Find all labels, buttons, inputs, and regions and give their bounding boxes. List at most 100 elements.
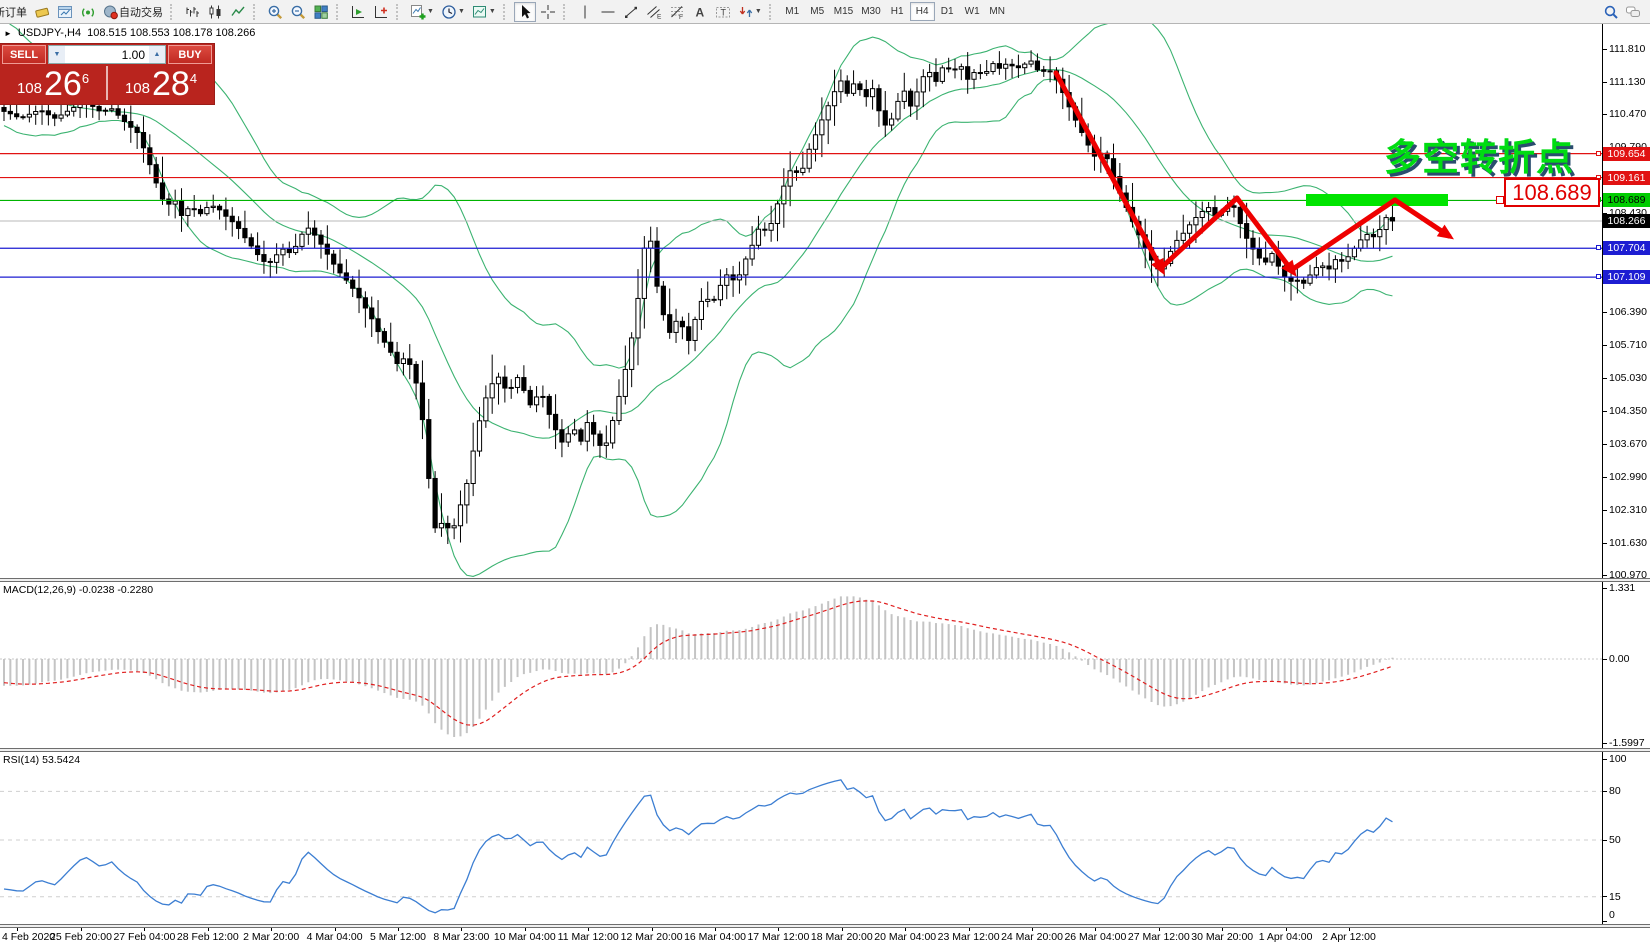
macd-histogram-bar xyxy=(1391,657,1394,659)
candle-body xyxy=(115,108,121,116)
timeframe-button-H4[interactable]: H4 xyxy=(909,2,935,21)
autotrading-icon xyxy=(104,5,118,19)
toolbar-separator xyxy=(253,3,260,20)
candle-body xyxy=(1307,274,1313,284)
macd-histogram-bar xyxy=(1042,642,1045,659)
candle-body xyxy=(743,258,749,276)
macd-histogram-bar xyxy=(884,610,887,659)
sell-price-prefix: 108 xyxy=(16,80,42,97)
supply-zone-rect[interactable] xyxy=(1306,194,1448,206)
candle-body xyxy=(1186,224,1193,234)
timeframe-button-H1[interactable]: H1 xyxy=(885,2,910,21)
trend-arrow-line[interactable] xyxy=(1234,195,1296,275)
vertical-line-button[interactable] xyxy=(574,2,596,22)
macd-histogram-bar xyxy=(434,659,437,724)
horizontal-line-button[interactable] xyxy=(597,2,619,22)
candle-body xyxy=(1180,232,1186,241)
timeframe-button-M5[interactable]: M5 xyxy=(805,2,830,21)
fibonacci-button[interactable]: F xyxy=(666,2,688,22)
price-tick-label: 106.390 xyxy=(1609,305,1647,318)
trend-arrow-line[interactable] xyxy=(1053,70,1165,273)
templates-button[interactable]: ▼ xyxy=(469,2,499,22)
macd-signal-line xyxy=(3,600,1393,726)
candle-body xyxy=(274,254,280,263)
trendline-button[interactable] xyxy=(620,2,642,22)
auto-scroll-button[interactable] xyxy=(347,2,369,22)
candlestick-button[interactable] xyxy=(204,2,226,22)
macd-histogram-bar xyxy=(1106,659,1109,676)
candle-body xyxy=(26,113,32,118)
zoom-out-button[interactable] xyxy=(287,2,309,22)
candle-body xyxy=(318,234,324,245)
macd-histogram-bar xyxy=(72,659,75,677)
zoom-in-button[interactable] xyxy=(264,2,286,22)
autotrading-button[interactable]: 自动交易 xyxy=(100,2,166,22)
candle-body xyxy=(1199,210,1205,219)
text-button[interactable]: A xyxy=(689,2,711,22)
candle-body xyxy=(242,227,248,239)
cursor-button[interactable] xyxy=(513,1,536,22)
buy-price-prefix: 108 xyxy=(124,80,150,97)
bar-chart-button[interactable] xyxy=(181,2,203,22)
timeframe-button-W1[interactable]: W1 xyxy=(960,2,985,21)
candle-body xyxy=(128,121,134,128)
macd-histogram-bar xyxy=(1023,638,1026,659)
charts-window-button[interactable] xyxy=(54,2,76,22)
line-chart-button[interactable] xyxy=(227,2,249,22)
comments-button[interactable] xyxy=(1622,2,1644,22)
macd-histogram-bar xyxy=(725,630,728,659)
add-indicator-button[interactable]: ▼ xyxy=(407,2,437,22)
charts-window-icon xyxy=(58,5,72,18)
panel-divider[interactable] xyxy=(0,578,1650,582)
volume-increase-button[interactable]: ▲ xyxy=(149,46,165,63)
candle-body xyxy=(52,114,58,119)
macd-histogram-bar xyxy=(484,659,487,710)
macd-histogram-bar xyxy=(148,659,151,676)
macd-chart[interactable] xyxy=(0,582,1602,748)
macd-histogram-bar xyxy=(224,659,227,690)
volume-input[interactable] xyxy=(65,46,149,63)
trend-arrow-line[interactable] xyxy=(1290,197,1398,272)
trend-arrow-line[interactable] xyxy=(1159,195,1240,270)
buy-price[interactable]: 108 28 4 xyxy=(108,64,214,102)
candle-body xyxy=(1301,279,1307,284)
candle-body xyxy=(838,80,844,93)
signal-button[interactable] xyxy=(77,2,99,22)
arrows-button[interactable]: ▼ xyxy=(735,2,765,22)
candle-body xyxy=(1047,70,1053,73)
gold-bars-button[interactable] xyxy=(31,2,53,22)
panel-divider[interactable] xyxy=(0,748,1650,752)
candle-body xyxy=(470,450,476,485)
buy-button[interactable]: BUY xyxy=(168,45,212,64)
sell-button[interactable]: SELL xyxy=(2,45,46,64)
rsi-chart[interactable] xyxy=(0,752,1602,924)
time-axis[interactable]: 4 Feb 2020 25 Feb 20:00 27 Feb 04:00 28 Feb… xyxy=(0,928,1650,944)
panel-divider[interactable] xyxy=(0,924,1650,928)
macd-axis-tick xyxy=(1602,588,1607,590)
main-chart[interactable] xyxy=(0,24,1602,578)
timeframe-button-M15[interactable]: M15 xyxy=(830,2,857,21)
equidistant-channel-button[interactable]: E xyxy=(643,2,665,22)
macd-histogram-bar xyxy=(262,659,265,693)
timeframe-button-M30[interactable]: M30 xyxy=(857,2,884,21)
crosshair-button[interactable] xyxy=(537,2,559,22)
macd-axis-label: -1.5997 xyxy=(1609,736,1645,749)
price-tick xyxy=(1602,443,1607,445)
volume-decrease-button[interactable]: ▼ xyxy=(49,46,65,63)
search-button[interactable] xyxy=(1600,2,1622,22)
chart-shift-button[interactable] xyxy=(370,2,392,22)
text-label-button[interactable]: T xyxy=(712,2,734,22)
trend-arrow-line[interactable] xyxy=(1392,197,1452,239)
periods-button[interactable]: ▼ xyxy=(438,2,468,22)
timeframe-button-D1[interactable]: D1 xyxy=(935,2,960,21)
new-order-button[interactable]: 新订单 xyxy=(0,2,30,22)
macd-axis-tick xyxy=(1602,742,1607,744)
price-tick xyxy=(1602,509,1607,511)
timeframe-button-M1[interactable]: M1 xyxy=(780,2,805,21)
time-tick xyxy=(778,928,780,931)
timeframe-button-MN[interactable]: MN xyxy=(985,2,1010,21)
sell-price[interactable]: 108 26 6 xyxy=(0,64,106,102)
candle-body xyxy=(698,300,704,320)
macd-histogram-bar xyxy=(700,633,703,659)
tile-windows-button[interactable] xyxy=(310,2,332,22)
